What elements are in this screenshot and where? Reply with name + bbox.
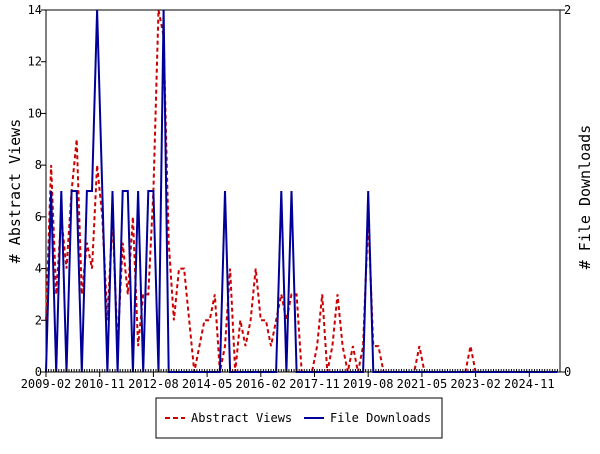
x-tick-label: 2023-02 bbox=[450, 377, 501, 391]
y-left-axis-title: # Abstract Views bbox=[6, 119, 24, 264]
legend-label-file-downloads: File Downloads bbox=[330, 411, 431, 425]
x-axis-ticks: 2009-02 2010-11 2012-08 2014-05 2016-02 2017-… bbox=[21, 372, 555, 391]
y-left-tick-label: 2 bbox=[35, 313, 42, 327]
y-left-tick-label: 0 bbox=[35, 365, 42, 379]
y-right-tick-label: 2 bbox=[564, 3, 571, 17]
y-left-tick-label: 8 bbox=[35, 158, 42, 172]
y-left-axis-ticks: 0 2 4 6 8 10 12 14 bbox=[28, 3, 46, 379]
y-right-axis-ticks: 02 bbox=[560, 3, 571, 379]
x-tick-label: 2024-11 bbox=[504, 377, 555, 391]
x-tick-label: 2017-11 bbox=[289, 377, 340, 391]
x-tick-label: 2009-02 bbox=[21, 377, 72, 391]
y-left-tick-label: 10 bbox=[28, 106, 42, 120]
x-tick-label: 2012-08 bbox=[128, 377, 179, 391]
y-right-tick-label: 0 bbox=[564, 365, 571, 379]
y-left-tick-label: 14 bbox=[28, 3, 42, 17]
x-tick-label: 2019-08 bbox=[343, 377, 394, 391]
x-minor-ticks bbox=[45, 369, 561, 372]
y-right-axis-title: # File Downloads bbox=[576, 125, 594, 270]
legend-label-abstract-views: Abstract Views bbox=[191, 411, 292, 425]
y-left-tick-label: 4 bbox=[35, 262, 42, 276]
legend: Abstract Views File Downloads bbox=[155, 397, 443, 439]
x-tick-label: 2021-05 bbox=[397, 377, 448, 391]
y-left-tick-label: 6 bbox=[35, 210, 42, 224]
y-left-tick-label: 12 bbox=[28, 55, 42, 69]
legend-box bbox=[155, 397, 443, 439]
x-tick-label: 2016-02 bbox=[236, 377, 287, 391]
x-tick-label: 2014-05 bbox=[182, 377, 233, 391]
x-tick-label: 2010-11 bbox=[74, 377, 125, 391]
